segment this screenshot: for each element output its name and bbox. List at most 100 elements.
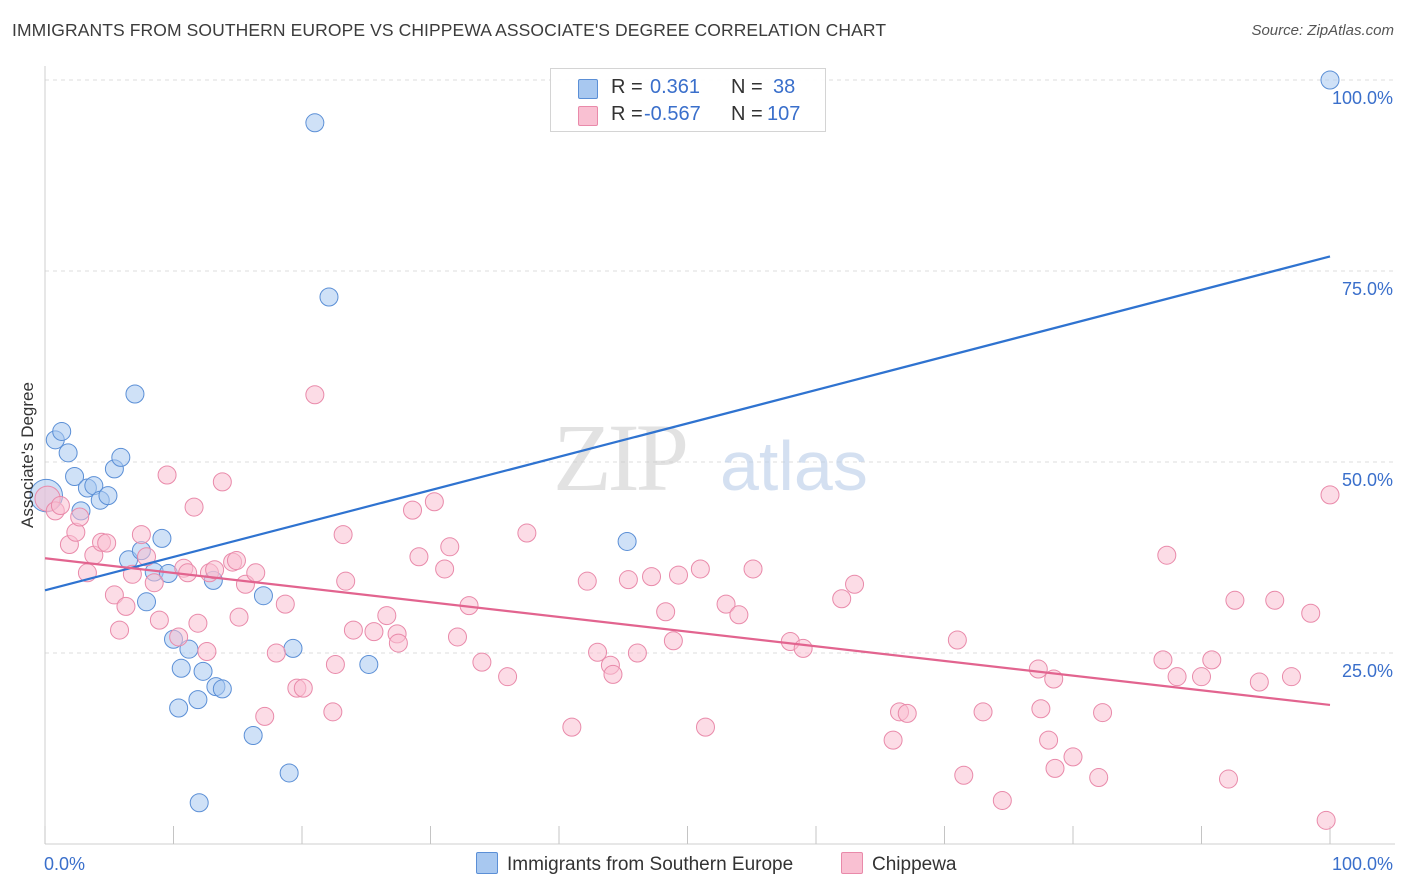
data-point bbox=[279, 763, 299, 783]
data-point bbox=[188, 690, 208, 710]
legend-n-label: N = bbox=[731, 103, 763, 125]
data-point bbox=[197, 641, 217, 661]
data-point bbox=[157, 465, 177, 485]
data-point bbox=[137, 547, 157, 567]
data-point bbox=[1202, 650, 1222, 670]
data-point bbox=[409, 547, 429, 567]
data-point bbox=[144, 573, 164, 593]
legend-n-value: 38 bbox=[773, 76, 796, 98]
x-tick-label: 0.0% bbox=[44, 854, 85, 874]
data-point bbox=[435, 559, 455, 579]
data-point bbox=[169, 627, 189, 647]
trend-line-immigrants bbox=[44, 255, 1331, 592]
data-point bbox=[70, 507, 90, 527]
data-point bbox=[293, 678, 313, 698]
data-point bbox=[656, 602, 676, 622]
data-point bbox=[1265, 590, 1285, 610]
data-point bbox=[226, 551, 246, 571]
data-point bbox=[323, 702, 343, 722]
data-point bbox=[845, 574, 865, 594]
data-point bbox=[325, 654, 345, 674]
y-tick-label: 75.0% bbox=[1342, 279, 1393, 299]
data-point bbox=[1031, 699, 1051, 719]
data-point bbox=[212, 472, 232, 492]
data-point bbox=[562, 717, 582, 737]
data-point bbox=[283, 638, 303, 658]
data-point bbox=[690, 559, 710, 579]
legend-n-label: N = bbox=[731, 76, 763, 98]
data-point bbox=[695, 717, 715, 737]
data-point bbox=[897, 703, 917, 723]
watermark-atlas: atlas bbox=[720, 427, 868, 505]
legend-r-label: R = bbox=[611, 103, 643, 125]
data-point bbox=[498, 667, 518, 687]
data-point bbox=[305, 113, 325, 133]
legend-r-value: 0.361 bbox=[650, 76, 701, 98]
data-point bbox=[58, 443, 78, 463]
y-tick-label: 25.0% bbox=[1342, 661, 1393, 681]
data-point bbox=[212, 679, 232, 699]
data-point bbox=[246, 563, 266, 583]
y-axis-label: Associate's Degree bbox=[18, 382, 37, 528]
series-chippewa-points bbox=[34, 385, 1340, 830]
legend-row-immigrants: R = 0.361 N = 38 bbox=[551, 75, 825, 101]
data-point bbox=[336, 571, 356, 591]
data-point bbox=[1167, 667, 1187, 687]
legend-r-value: -0.567 bbox=[644, 103, 701, 125]
data-point bbox=[131, 525, 151, 545]
data-point bbox=[359, 654, 379, 674]
data-point bbox=[193, 661, 213, 681]
data-point bbox=[50, 496, 70, 516]
data-point bbox=[743, 559, 763, 579]
data-point bbox=[1157, 545, 1177, 565]
trend-line-chippewa bbox=[44, 557, 1331, 707]
watermark-zip: ZIP bbox=[553, 404, 686, 511]
data-point bbox=[627, 643, 647, 663]
data-point bbox=[992, 790, 1012, 810]
data-point bbox=[1281, 667, 1301, 687]
legend: R = 0.361 N = 38 R = -0.567 N = 107 bbox=[550, 68, 826, 132]
data-point bbox=[343, 620, 363, 640]
y-tick-label: 50.0% bbox=[1342, 470, 1393, 490]
data-point bbox=[642, 567, 662, 587]
data-point bbox=[440, 537, 460, 557]
data-point bbox=[577, 571, 597, 591]
y-tick-label: 100.0% bbox=[1332, 88, 1393, 108]
legend-swatch-chippewa bbox=[578, 106, 598, 126]
data-point bbox=[517, 523, 537, 543]
data-point bbox=[184, 497, 204, 517]
data-point bbox=[305, 385, 325, 405]
data-point bbox=[424, 492, 444, 512]
data-point bbox=[1225, 590, 1245, 610]
trend-lines bbox=[44, 255, 1331, 707]
data-point bbox=[954, 765, 974, 785]
legend-r-label: R = bbox=[611, 76, 643, 98]
data-point bbox=[243, 726, 263, 746]
data-point bbox=[603, 664, 623, 684]
data-point bbox=[1218, 769, 1238, 789]
data-point bbox=[447, 627, 467, 647]
data-point bbox=[832, 589, 852, 609]
tick-labels: 25.0% 50.0% 75.0% 100.0% 0.0% 100.0% bbox=[44, 88, 1393, 874]
data-point bbox=[1045, 758, 1065, 778]
data-point bbox=[729, 605, 749, 625]
data-point bbox=[1028, 659, 1048, 679]
bottom-legend-immigrants: Immigrants from Southern Europe bbox=[476, 852, 793, 876]
data-point bbox=[663, 631, 683, 651]
bottom-legend-label: Immigrants from Southern Europe bbox=[507, 854, 794, 875]
data-point bbox=[110, 620, 130, 640]
gridlines bbox=[45, 79, 1395, 654]
data-point bbox=[104, 585, 124, 605]
data-point bbox=[253, 586, 273, 606]
data-point bbox=[52, 421, 72, 441]
data-point bbox=[137, 592, 157, 612]
bottom-legend-swatch-immigrants bbox=[476, 852, 498, 874]
data-point bbox=[1249, 672, 1269, 692]
data-point bbox=[1153, 650, 1173, 670]
data-point bbox=[1039, 730, 1059, 750]
data-point bbox=[377, 606, 397, 626]
data-point bbox=[1320, 485, 1340, 505]
data-point bbox=[152, 528, 172, 548]
data-point bbox=[266, 643, 286, 663]
